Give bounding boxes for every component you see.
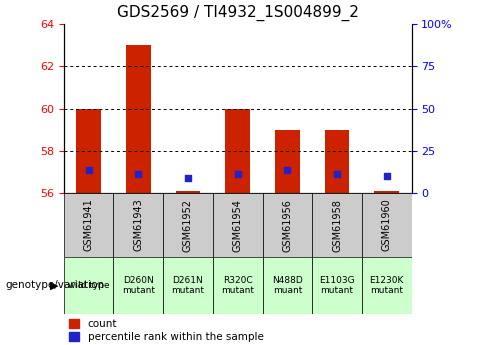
- Text: GSM61952: GSM61952: [183, 199, 193, 252]
- Text: D260N
mutant: D260N mutant: [122, 276, 155, 295]
- Text: genotype/variation: genotype/variation: [5, 280, 104, 290]
- Point: [134, 171, 142, 177]
- Point: [383, 174, 391, 179]
- Bar: [362, 257, 412, 314]
- Bar: [263, 257, 312, 314]
- Point: [283, 167, 291, 173]
- Bar: [163, 257, 213, 314]
- Bar: [175, 191, 200, 193]
- Text: GSM61960: GSM61960: [382, 199, 392, 252]
- Bar: [213, 193, 263, 257]
- Text: R320C
mutant: R320C mutant: [221, 276, 254, 295]
- Bar: [64, 193, 113, 257]
- Point: [85, 167, 93, 173]
- Point: [333, 171, 341, 177]
- Bar: [213, 257, 263, 314]
- Bar: [163, 193, 213, 257]
- Bar: [76, 109, 101, 193]
- Bar: [374, 191, 399, 193]
- Point: [234, 171, 242, 177]
- Bar: [362, 193, 412, 257]
- Text: GSM61956: GSM61956: [282, 199, 293, 252]
- Text: N488D
muant: N488D muant: [272, 276, 303, 295]
- Text: D261N
mutant: D261N mutant: [172, 276, 204, 295]
- Bar: [113, 193, 163, 257]
- Text: GSM61941: GSM61941: [84, 199, 94, 252]
- Text: E1103G
mutant: E1103G mutant: [319, 276, 355, 295]
- Text: GSM61954: GSM61954: [233, 199, 243, 252]
- Bar: [275, 130, 300, 193]
- Text: wild type: wild type: [68, 281, 109, 290]
- Bar: [64, 257, 113, 314]
- Text: E1230K
mutant: E1230K mutant: [369, 276, 404, 295]
- Text: GSM61958: GSM61958: [332, 199, 342, 252]
- Bar: [225, 109, 250, 193]
- Bar: [324, 130, 349, 193]
- Bar: [312, 193, 362, 257]
- Legend: count, percentile rank within the sample: count, percentile rank within the sample: [69, 319, 264, 342]
- Bar: [263, 193, 312, 257]
- Bar: [113, 257, 163, 314]
- Title: GDS2569 / TI4932_1S004899_2: GDS2569 / TI4932_1S004899_2: [117, 5, 359, 21]
- Bar: [126, 45, 151, 193]
- Text: GSM61943: GSM61943: [133, 199, 143, 252]
- Text: ▶: ▶: [50, 280, 59, 290]
- Point: [184, 176, 192, 181]
- Bar: [312, 257, 362, 314]
